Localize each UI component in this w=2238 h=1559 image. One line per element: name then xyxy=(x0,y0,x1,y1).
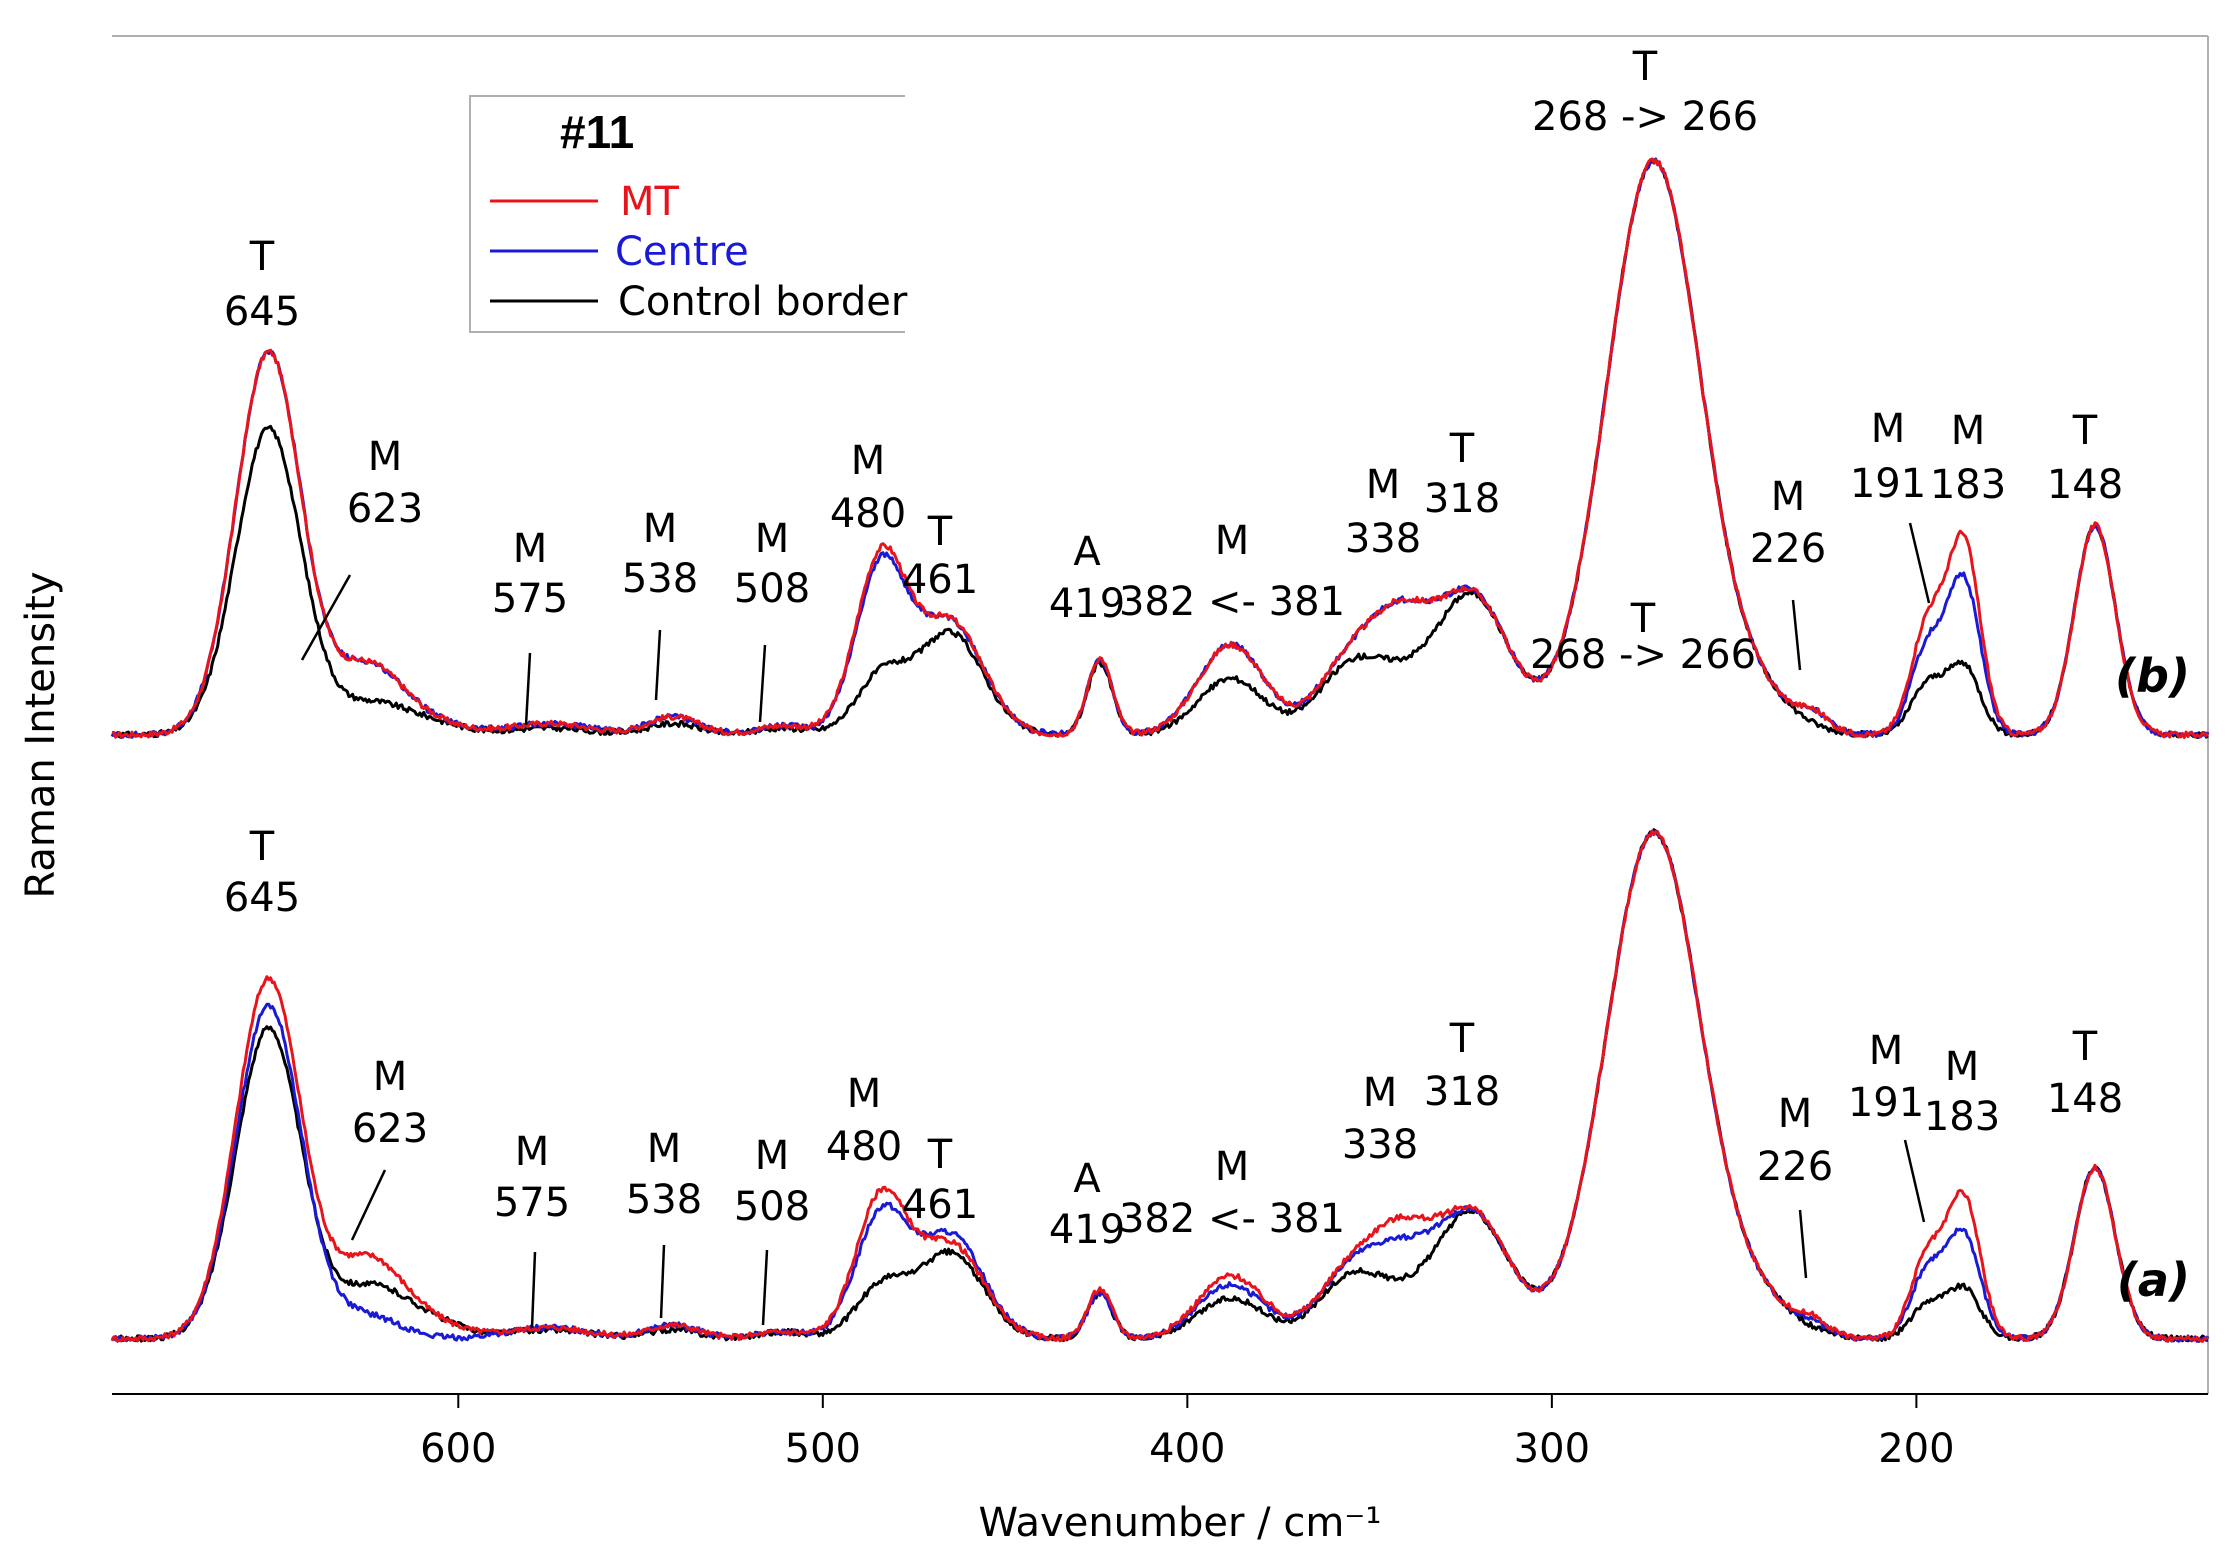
peak-label-assignment: M xyxy=(755,1133,790,1179)
peak-label-wavenumber: 575 xyxy=(492,576,568,622)
peak-label-wavenumber: 480 xyxy=(830,491,906,537)
peak-label-wavenumber: 226 xyxy=(1750,526,1826,572)
peak-leader-line xyxy=(1791,599,1802,671)
peak-label-wavenumber: 191 xyxy=(1848,1080,1924,1126)
peak-label-assignment: T xyxy=(1630,596,1656,642)
peak-leader-line xyxy=(1798,1209,1808,1279)
legend-label-mt: MT xyxy=(620,179,680,225)
peak-label-wavenumber: 318 xyxy=(1424,1069,1500,1115)
peak-label-wavenumber: 419 xyxy=(1049,1207,1125,1253)
legend: #11 MT Centre Control border xyxy=(469,95,908,333)
peak-label-assignment: M xyxy=(643,506,678,552)
series-line-mt-panel-a xyxy=(110,829,2209,1343)
peak-label-assignment: M xyxy=(368,434,403,480)
peak-leader-line xyxy=(350,1169,387,1241)
x-tick-label: 300 xyxy=(1514,1426,1590,1472)
peak-leader-line xyxy=(300,574,352,661)
y-axis-title: Raman Intensity xyxy=(18,571,64,898)
x-tick-label: 400 xyxy=(1149,1426,1225,1472)
legend-label-control-border: Control border xyxy=(618,279,908,325)
peak-label-assignment: T xyxy=(2072,1024,2098,1070)
peak-label-wavenumber: 148 xyxy=(2047,1076,2123,1122)
legend-title: #11 xyxy=(560,106,634,158)
peak-label-assignment: M xyxy=(513,526,548,572)
peak-label-wavenumber: 461 xyxy=(902,557,978,603)
peak-label-assignment: M xyxy=(1215,1144,1250,1190)
peak-label-assignment: A xyxy=(1073,529,1101,575)
peak-label-wavenumber: 268 -> 266 xyxy=(1530,632,1756,678)
peak-label-wavenumber: 508 xyxy=(734,566,810,612)
series-line-mt-panel-b xyxy=(111,157,2209,739)
peak-label-wavenumber: 183 xyxy=(1930,462,2006,508)
x-axis-title: Wavenumber / cm⁻¹ xyxy=(979,1500,1382,1546)
peak-label-wavenumber: 191 xyxy=(1850,461,1926,507)
peak-label-wavenumber: 338 xyxy=(1345,516,1421,562)
x-tick-label: 200 xyxy=(1878,1426,1954,1472)
peak-label-wavenumber: 183 xyxy=(1924,1094,2000,1140)
peak-label-assignment: M xyxy=(1215,518,1250,564)
peak-label-assignment: M xyxy=(1869,1028,1904,1074)
peak-label-assignment: T xyxy=(2072,408,2098,454)
peak-label-wavenumber: 645 xyxy=(224,875,300,921)
peak-leader-line xyxy=(524,652,532,726)
panel-label-a: (a) xyxy=(2117,1253,2190,1307)
peak-label-wavenumber: 382 <- 381 xyxy=(1119,579,1345,625)
peak-label-assignment: M xyxy=(1945,1044,1980,1090)
peak-label-wavenumber: 382 <- 381 xyxy=(1119,1196,1345,1242)
peak-label-wavenumber: 148 xyxy=(2047,462,2123,508)
peak-leader-line xyxy=(761,1249,769,1326)
peak-leader-line xyxy=(1908,522,1931,604)
peak-label-assignment: M xyxy=(373,1054,408,1100)
peak-leader-line xyxy=(530,1251,537,1329)
peak-label-assignment: T xyxy=(249,824,275,870)
peak-leader-line xyxy=(758,644,767,723)
peak-label-wavenumber: 480 xyxy=(826,1124,902,1170)
peak-label-assignment: T xyxy=(1449,426,1475,472)
peak-label-wavenumber: 268 -> 266 xyxy=(1532,94,1758,140)
legend-label-centre: Centre xyxy=(615,229,749,275)
peak-label-assignment: M xyxy=(1363,1070,1398,1116)
peak-label-wavenumber: 623 xyxy=(352,1106,428,1152)
peak-label-wavenumber: 318 xyxy=(1424,476,1500,522)
peak-label-assignment: M xyxy=(847,1071,882,1117)
peak-label-wavenumber: 508 xyxy=(734,1184,810,1230)
peak-label-wavenumber: 419 xyxy=(1049,581,1125,627)
x-tick-label: 600 xyxy=(420,1426,496,1472)
peak-label-assignment: T xyxy=(1632,44,1658,90)
peak-label-assignment: M xyxy=(647,1126,682,1172)
peak-label-wavenumber: 338 xyxy=(1342,1122,1418,1168)
x-tick-label: 500 xyxy=(785,1426,861,1472)
legend-box xyxy=(469,95,905,333)
peak-leader-line xyxy=(659,1244,666,1319)
spectra-curves xyxy=(110,157,2210,1343)
peak-label-assignment: T xyxy=(927,1132,953,1178)
panel-label-b: (b) xyxy=(2115,649,2190,703)
peak-leader-line xyxy=(654,629,662,701)
peak-label-assignment: T xyxy=(249,234,275,280)
peak-label-wavenumber: 461 xyxy=(902,1182,978,1228)
peak-label-assignment: M xyxy=(515,1129,550,1175)
peak-leader-line xyxy=(1903,1139,1926,1223)
peak-label-assignment: M xyxy=(1771,474,1806,520)
peak-label-assignment: M xyxy=(1951,408,1986,454)
peak-label-assignment: M xyxy=(1871,406,1906,452)
peak-label-assignment: M xyxy=(1366,462,1401,508)
peak-label-assignment: M xyxy=(851,438,886,484)
peak-label-assignment: A xyxy=(1073,1156,1101,1202)
peak-label-wavenumber: 538 xyxy=(626,1177,702,1223)
peak-label-wavenumber: 226 xyxy=(1757,1144,1833,1190)
x-axis-ticks: 600 500 400 300 200 xyxy=(420,1394,1955,1472)
peak-label-wavenumber: 538 xyxy=(622,556,698,602)
peak-label-assignment: M xyxy=(755,516,790,562)
peak-label-wavenumber: 575 xyxy=(494,1180,570,1226)
peak-label-assignment: M xyxy=(1778,1091,1813,1137)
peak-label-wavenumber: 623 xyxy=(347,486,423,532)
peak-label-wavenumber: 645 xyxy=(224,289,300,335)
peak-label-assignment: T xyxy=(927,509,953,555)
plot-frame xyxy=(112,35,2209,1395)
peak-label-assignment: T xyxy=(1449,1016,1475,1062)
